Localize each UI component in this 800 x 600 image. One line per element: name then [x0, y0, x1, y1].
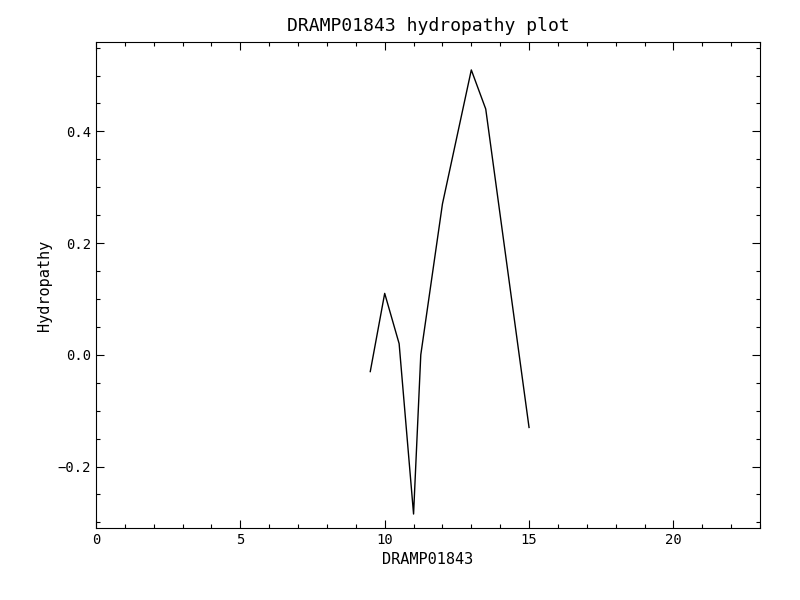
X-axis label: DRAMP01843: DRAMP01843: [382, 553, 474, 568]
Title: DRAMP01843 hydropathy plot: DRAMP01843 hydropathy plot: [286, 17, 570, 35]
Y-axis label: Hydropathy: Hydropathy: [37, 239, 52, 331]
